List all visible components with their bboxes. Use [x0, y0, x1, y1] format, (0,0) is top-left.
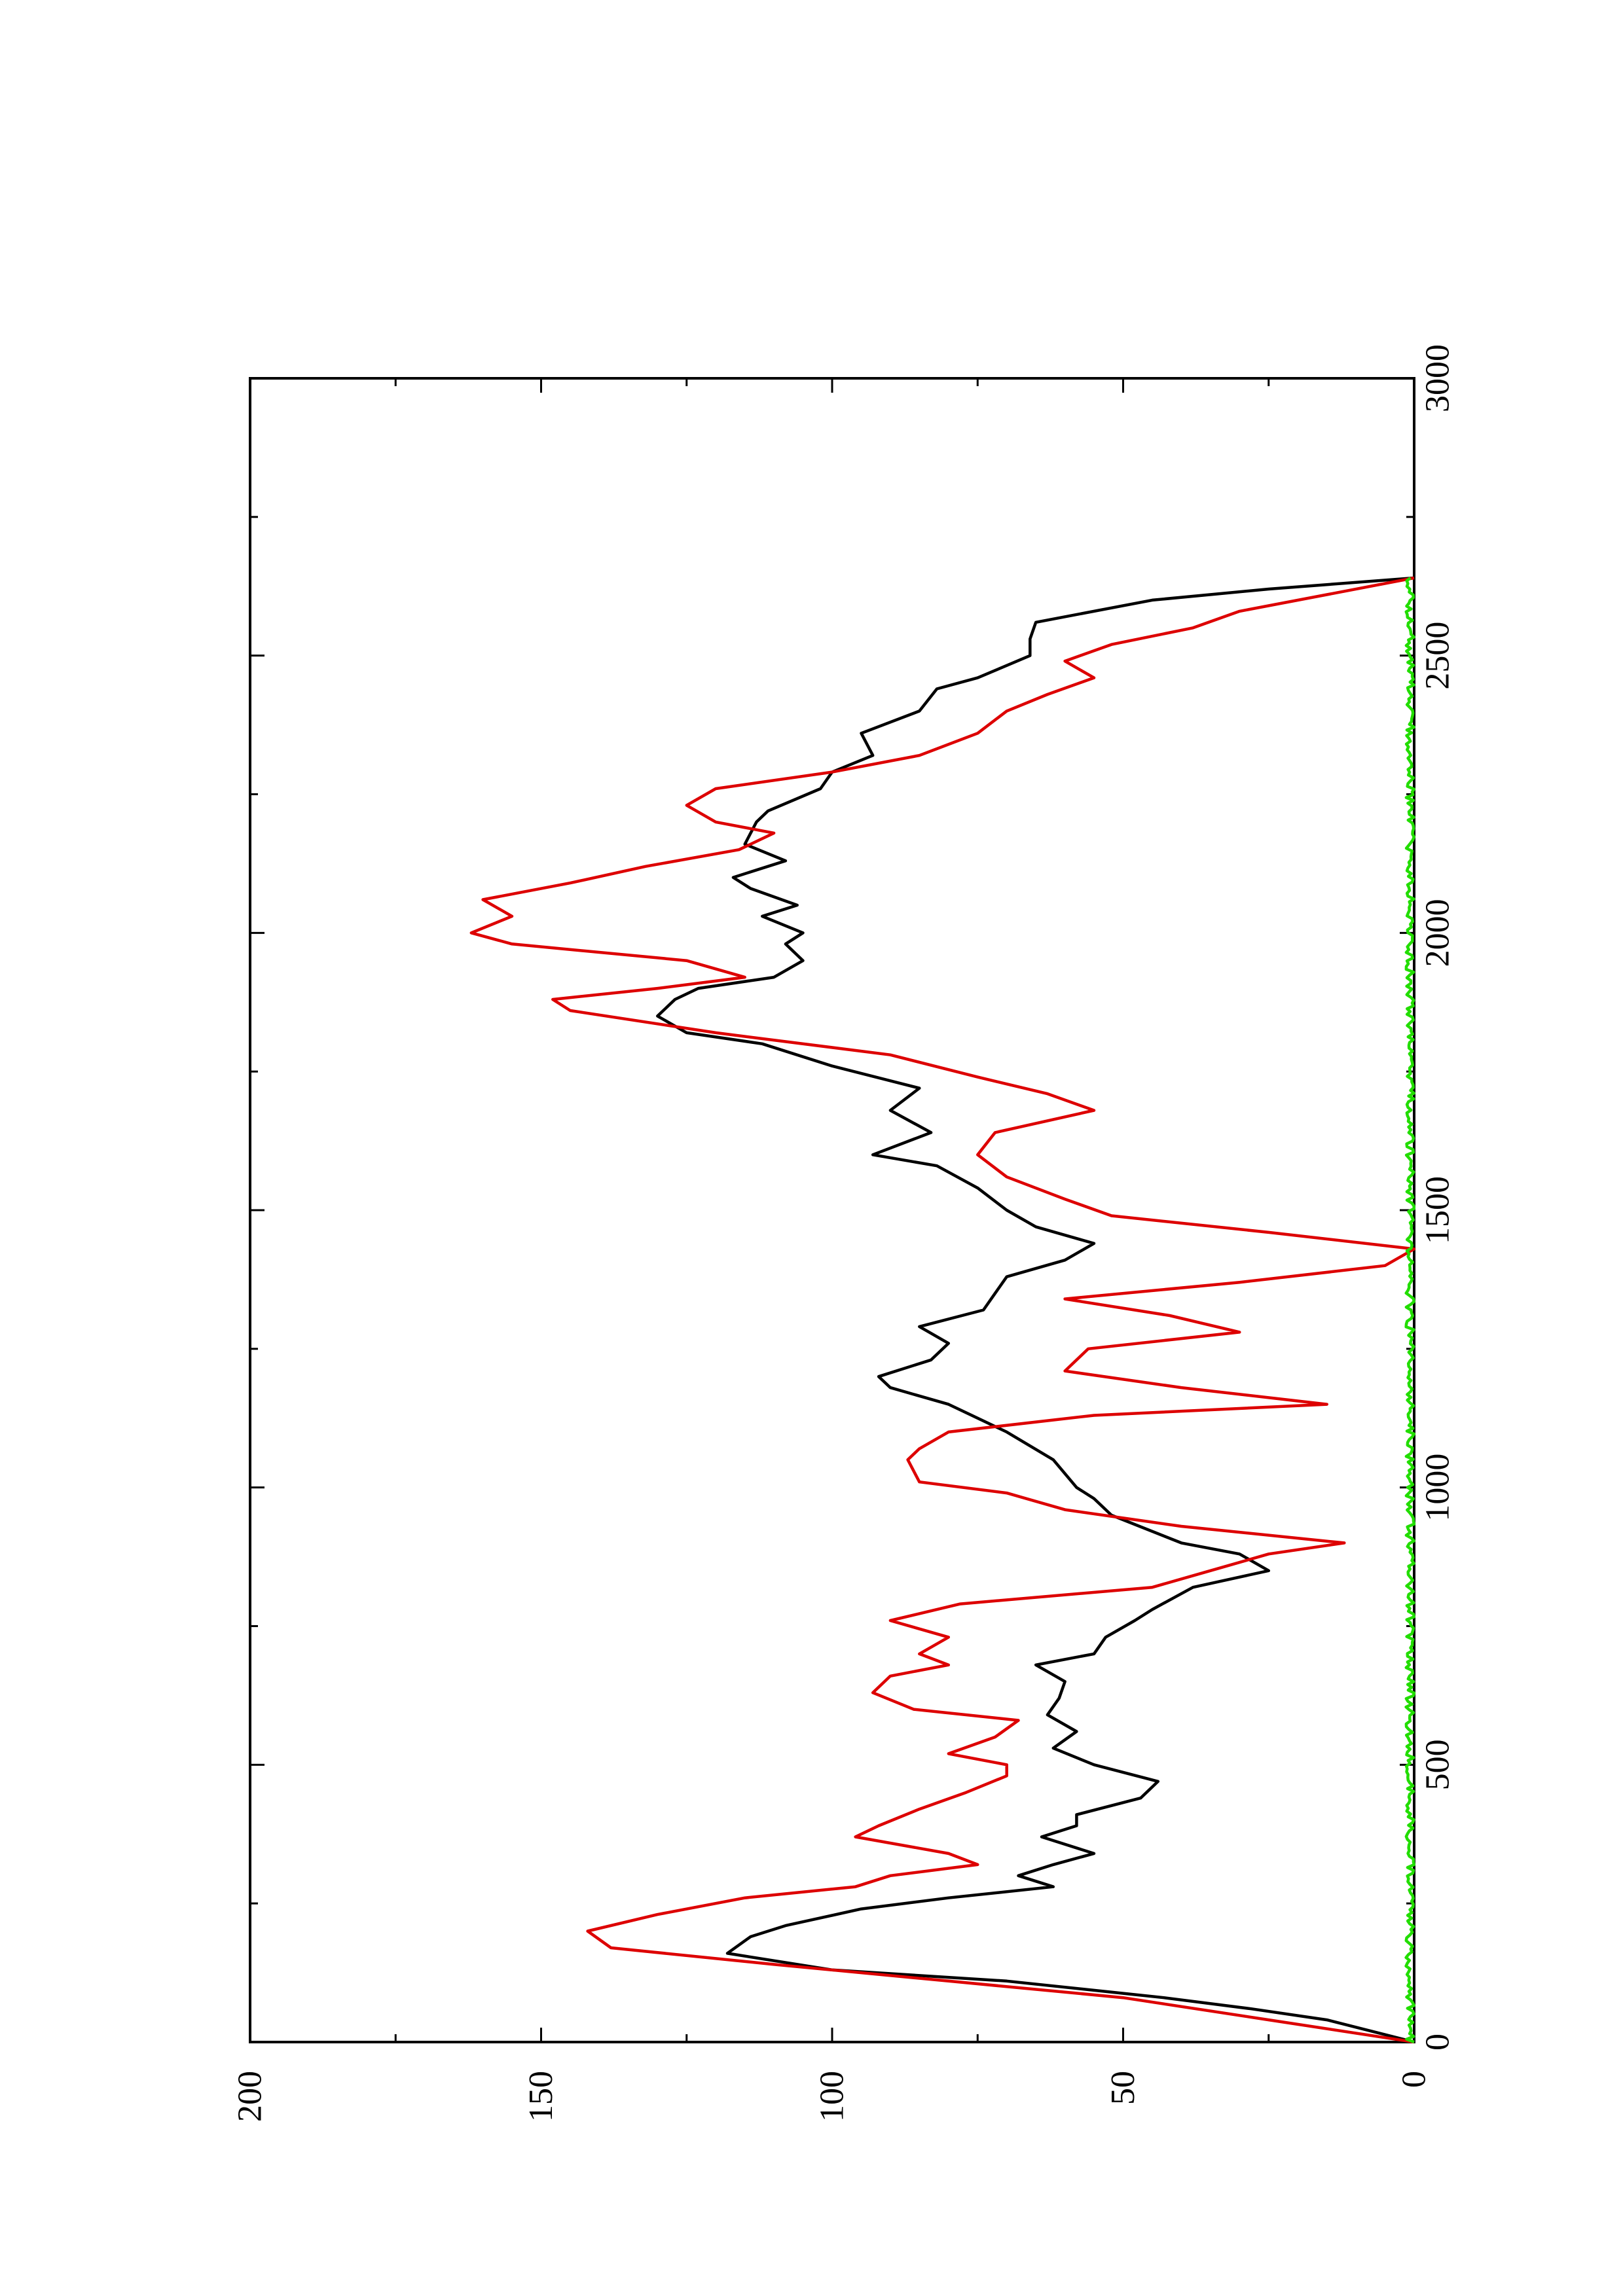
axes [249, 377, 1415, 2043]
series-line-1 [469, 576, 1416, 2044]
x-tick-label: 0 [1419, 2034, 1457, 2051]
x-tick-label: 500 [1419, 1739, 1457, 1790]
plot-frame [249, 377, 1415, 2043]
x-tick-label: 1500 [1419, 1176, 1457, 1244]
y-tick-label: 150 [522, 2071, 560, 2122]
y-tick-label: 100 [814, 2071, 851, 2122]
series-layer [469, 576, 1416, 2044]
x-tick-label: 2000 [1419, 899, 1457, 967]
series-line-2 [1404, 577, 1416, 2044]
x-tick-label: 2500 [1419, 622, 1457, 690]
x-tick-label: 3000 [1419, 344, 1457, 412]
series-line-0 [656, 576, 1415, 2044]
x-tick-label: 1000 [1419, 1454, 1457, 1522]
y-tick-label: 200 [232, 2071, 269, 2122]
tick-labels: 0 500 1000 1500 2000 2500 3000 0 50 100 150 200 [232, 344, 1457, 2122]
y-tick-label: 50 [1104, 2071, 1142, 2105]
y-tick-label: 0 [1396, 2071, 1433, 2088]
